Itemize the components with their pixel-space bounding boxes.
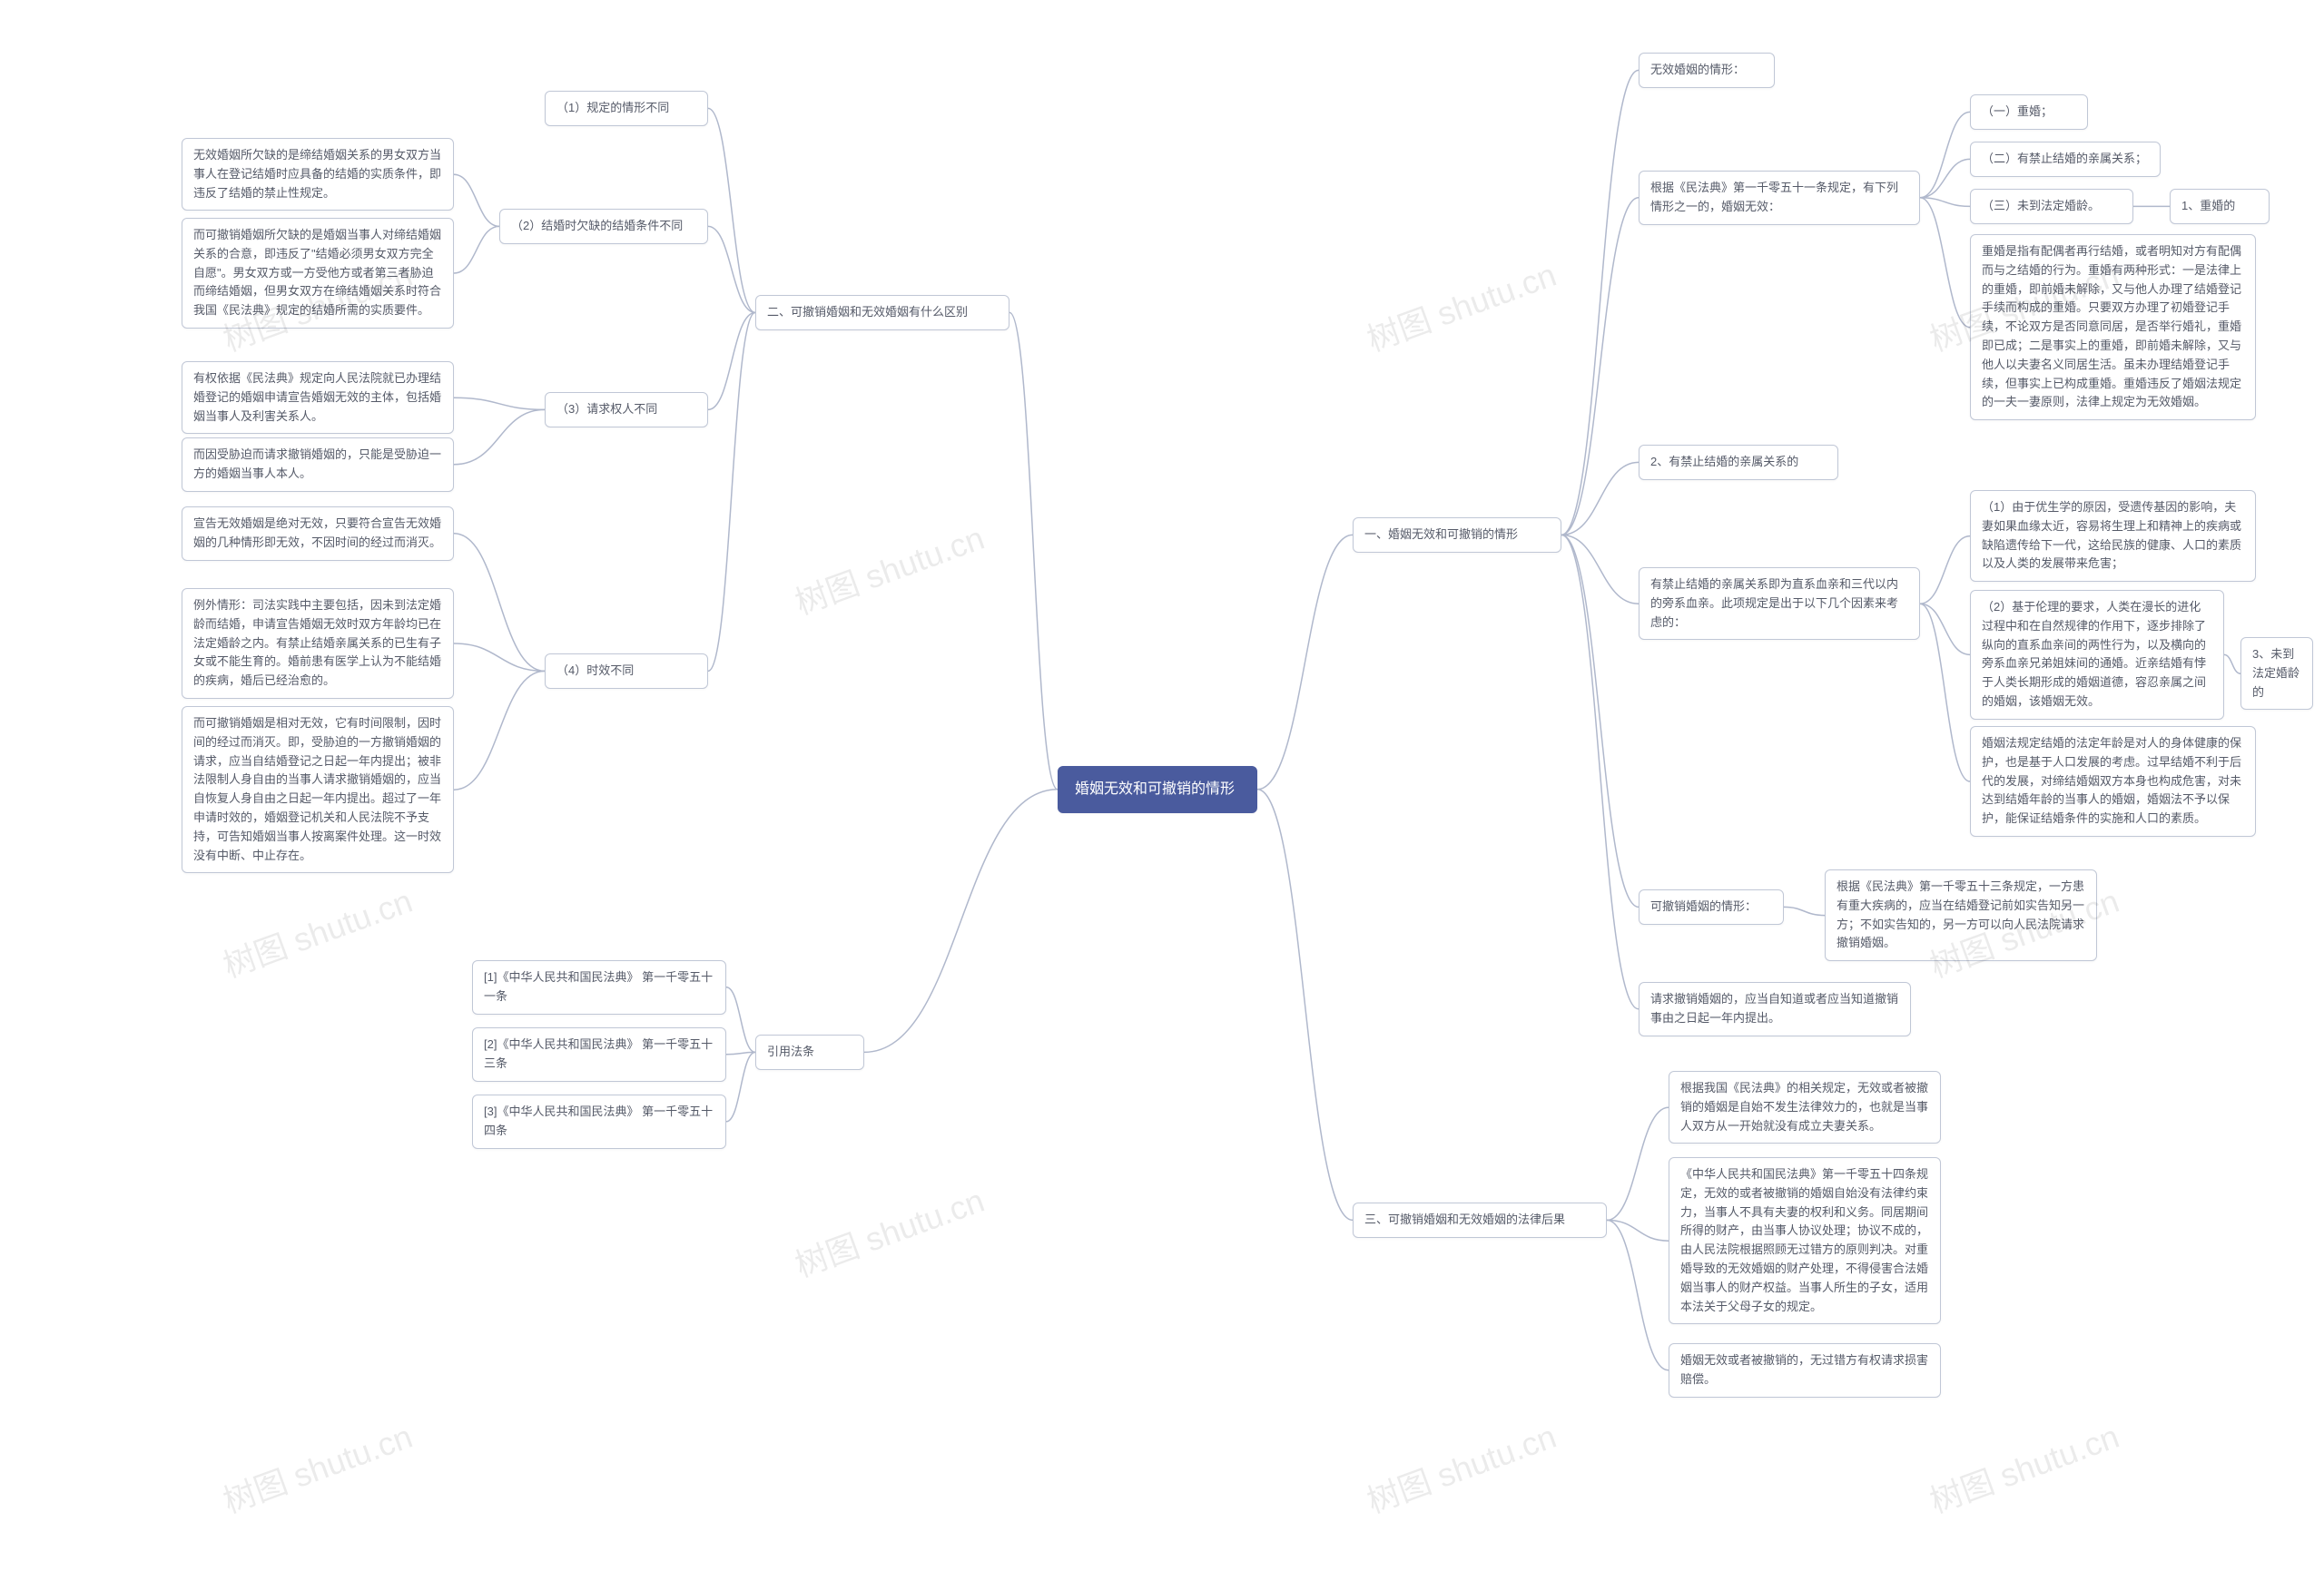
node-r1f: 请求撤销婚姻的，应当自知道或者应当知道撤销事由之日起一年内提出。 — [1639, 982, 1911, 1036]
node-r1d3: 婚姻法规定结婚的法定年龄是对人的身体健康的保护，也是基于人口发展的考虑。过早结婚… — [1970, 726, 2256, 837]
node-r1c: 2、有禁止结婚的亲属关系的 — [1639, 445, 1838, 480]
node-l1c: （3）请求权人不同 — [545, 392, 708, 427]
node-l1a: （1）规定的情形不同 — [545, 91, 708, 126]
node-l2: 引用法条 — [755, 1035, 864, 1070]
node-l1d: （4）时效不同 — [545, 653, 708, 689]
node-l1c2: 而因受胁迫而请求撤销婚姻的，只能是受胁迫一方的婚姻当事人本人。 — [182, 437, 454, 492]
node-l1: 二、可撤销婚姻和无效婚姻有什么区别 — [755, 295, 1009, 330]
node-l1d2: 例外情形：司法实践中主要包括，因未到法定婚龄而结婚，申请宣告婚姻无效时双方年龄均… — [182, 588, 454, 699]
watermark: 树图 shutu.cn — [788, 512, 990, 623]
node-l1b2: 而可撤销婚姻所欠缺的是婚姻当事人对缔结婚姻关系的合意，即违反了"结婚必须男女双方… — [182, 218, 454, 329]
watermark: 树图 shutu.cn — [216, 875, 419, 987]
watermark: 树图 shutu.cn — [1360, 1410, 1562, 1522]
node-l1b: （2）结婚时欠缺的结婚条件不同 — [499, 209, 708, 244]
node-r1b3s: 1、重婚的 — [2170, 189, 2270, 224]
node-r1es: 根据《民法典》第一千零五十三条规定，一方患有重大疾病的，应当在结婚登记前如实告知… — [1825, 869, 2097, 961]
node-r2: 三、可撤销婚姻和无效婚姻的法律后果 — [1353, 1203, 1607, 1238]
node-r2c: 婚姻无效或者被撤销的，无过错方有权请求损害赔偿。 — [1669, 1343, 1941, 1398]
node-r1: 一、婚姻无效和可撤销的情形 — [1353, 517, 1561, 553]
node-root: 婚姻无效和可撤销的情形 — [1058, 766, 1257, 813]
watermark: 树图 shutu.cn — [788, 1174, 990, 1286]
node-r1d1: （1）由于优生学的原因，受遗传基因的影响，夫妻如果血缘太近，容易将生理上和精神上… — [1970, 490, 2256, 582]
node-r1e: 可撤销婚姻的情形： — [1639, 889, 1784, 925]
node-r1d: 有禁止结婚的亲属关系即为直系血亲和三代以内的旁系血亲。此项规定是出于以下几个因素… — [1639, 567, 1920, 640]
watermark: 树图 shutu.cn — [1923, 1410, 2125, 1522]
node-r1b3: （三）未到法定婚龄。 — [1970, 189, 2133, 224]
node-r2a: 根据我国《民法典》的相关规定，无效或者被撤销的婚姻是自始不发生法律效力的，也就是… — [1669, 1071, 1941, 1144]
node-r1b1: （一）重婚； — [1970, 94, 2088, 130]
watermark: 树图 shutu.cn — [1360, 249, 1562, 360]
node-r1b4: 重婚是指有配偶者再行结婚，或者明知对方有配偶而与之结婚的行为。重婚有两种形式：一… — [1970, 234, 2256, 420]
watermark: 树图 shutu.cn — [216, 1410, 419, 1522]
node-l1c1: 有权依据《民法典》规定向人民法院就已办理结婚登记的婚姻申请宣告婚姻无效的主体，包… — [182, 361, 454, 434]
node-r2b: 《中华人民共和国民法典》第一千零五十四条规定，无效的或者被撤销的婚姻自始没有法律… — [1669, 1157, 1941, 1324]
node-l1b1: 无效婚姻所欠缺的是缔结婚姻关系的男女双方当事人在登记结婚时应具备的结婚的实质条件… — [182, 138, 454, 211]
node-r1b2: （二）有禁止结婚的亲属关系； — [1970, 142, 2161, 177]
node-l1d3: 而可撤销婚姻是相对无效，它有时间限制，因时间的经过而消灭。即，受胁迫的一方撤销婚… — [182, 706, 454, 873]
node-r1b: 根据《民法典》第一千零五十一条规定，有下列情形之一的，婚姻无效： — [1639, 171, 1920, 225]
node-l1d1: 宣告无效婚姻是绝对无效，只要符合宣告无效婚姻的几种情形即无效，不因时间的经过而消… — [182, 506, 454, 561]
node-r1d2: （2）基于伦理的要求，人类在漫长的进化过程中和在自然规律的作用下，逐步排除了纵向… — [1970, 590, 2224, 720]
node-r1d2s: 3、未到法定婚龄的 — [2240, 637, 2313, 710]
node-l2c: [3]《中华人民共和国民法典》 第一千零五十四条 — [472, 1095, 726, 1149]
node-r1a: 无效婚姻的情形： — [1639, 53, 1775, 88]
node-l2b: [2]《中华人民共和国民法典》 第一千零五十三条 — [472, 1027, 726, 1082]
node-l2a: [1]《中华人民共和国民法典》 第一千零五十一条 — [472, 960, 726, 1015]
